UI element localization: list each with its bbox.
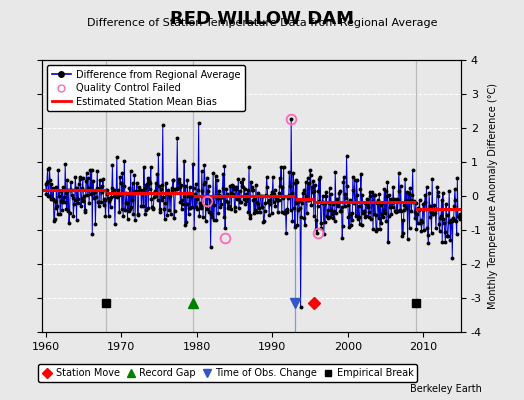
- Legend: Station Move, Record Gap, Time of Obs. Change, Empirical Break: Station Move, Record Gap, Time of Obs. C…: [38, 364, 418, 382]
- Text: RED WILLOW DAM: RED WILLOW DAM: [170, 10, 354, 28]
- Text: Difference of Station Temperature Data from Regional Average: Difference of Station Temperature Data f…: [87, 18, 437, 28]
- Y-axis label: Monthly Temperature Anomaly Difference (°C): Monthly Temperature Anomaly Difference (…: [487, 83, 497, 309]
- Text: Berkeley Earth: Berkeley Earth: [410, 384, 482, 394]
